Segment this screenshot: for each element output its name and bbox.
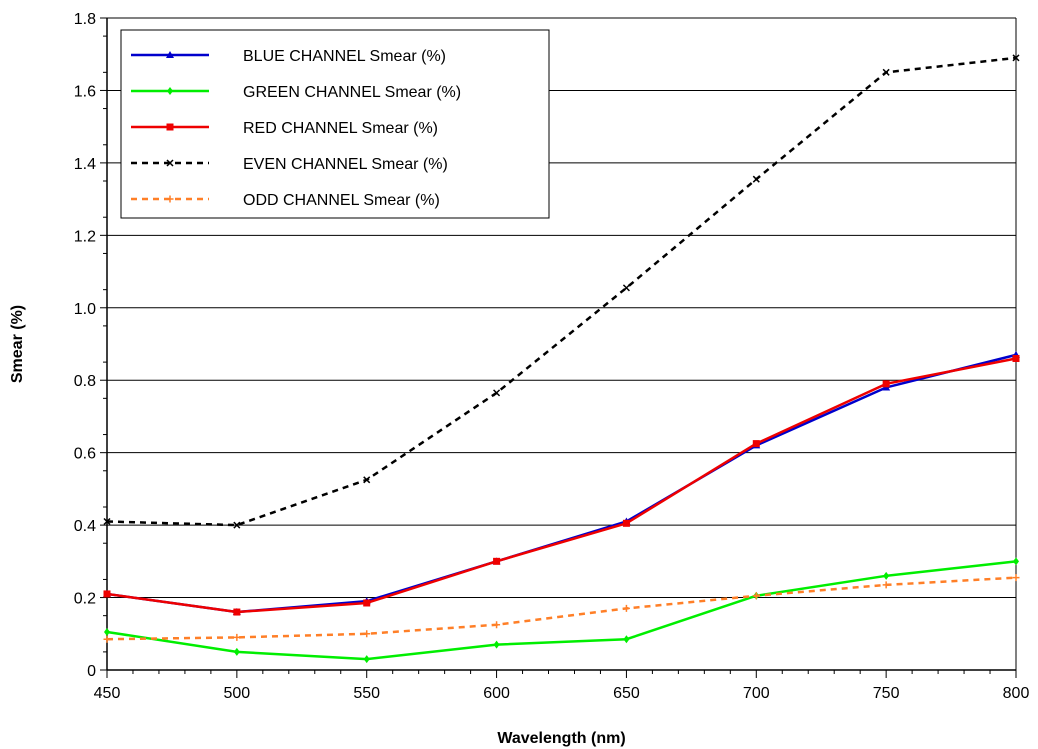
x-tick-label: 550: [353, 685, 380, 702]
y-tick-label: 0.6: [74, 446, 96, 463]
data-point: [882, 380, 890, 388]
x-axis-title: Wavelength (nm): [497, 730, 625, 747]
data-point: [233, 633, 241, 641]
x-tick-label: 700: [743, 685, 770, 702]
legend-marker: [166, 123, 174, 131]
data-point: [493, 557, 501, 565]
data-point: [752, 440, 760, 448]
y-tick-label: 1.6: [74, 83, 96, 100]
legend-label: ODD CHANNEL Smear (%): [243, 192, 440, 209]
legend-marker: [166, 195, 174, 203]
legend-box: [120, 29, 550, 219]
data-point: [233, 647, 240, 656]
series-line: [106, 357, 1017, 614]
legend-label: RED CHANNEL Smear (%): [243, 120, 438, 137]
data-point: [623, 635, 630, 644]
data-point: [103, 590, 111, 598]
legend-marker: [166, 159, 174, 167]
data-point: [622, 284, 630, 292]
series-2: [104, 557, 1019, 664]
x-tick-label: 450: [94, 685, 121, 702]
data-point: [233, 521, 241, 529]
y-axis-title: Smear (%): [9, 305, 26, 383]
data-point: [493, 389, 501, 397]
legend-marker: [167, 87, 173, 95]
legend-marker: [166, 51, 174, 58]
data-point: [622, 604, 630, 612]
series-line: [106, 576, 1017, 641]
y-tick-label: 1.0: [74, 301, 96, 318]
data-point: [1013, 557, 1019, 566]
x-tick-label: 600: [483, 685, 510, 702]
series-line: [106, 353, 1017, 614]
x-tick-label: 750: [873, 685, 900, 702]
legend-label: GREEN CHANNEL Smear (%): [243, 84, 461, 101]
series-layer: [103, 54, 1020, 664]
y-tick-label: 0.4: [74, 518, 96, 535]
data-point: [883, 571, 890, 580]
series-line: [106, 560, 1017, 661]
y-tick-label: 1.8: [74, 11, 96, 28]
data-point: [752, 175, 760, 183]
data-point: [104, 627, 110, 636]
data-point: [493, 640, 500, 649]
series-5: [103, 574, 1020, 643]
data-point: [622, 519, 630, 527]
data-point: [882, 68, 890, 76]
series-4: [103, 54, 1020, 529]
data-point: [363, 476, 371, 484]
x-tick-label: 650: [613, 685, 640, 702]
y-tick-label: 0: [87, 663, 96, 680]
legend-label: EVEN CHANNEL Smear (%): [243, 156, 448, 173]
data-point: [363, 630, 371, 638]
data-point: [1012, 354, 1020, 362]
y-tick-label: 1.2: [74, 228, 96, 245]
y-tick-label: 1.4: [74, 156, 96, 173]
data-point: [103, 517, 111, 526]
data-point: [1012, 574, 1020, 582]
legend-label: BLUE CHANNEL Smear (%): [243, 48, 446, 65]
series-line: [106, 56, 1017, 527]
x-tick-label: 500: [224, 685, 251, 702]
data-point: [233, 608, 241, 616]
data-point: [363, 599, 371, 607]
x-tick-label: 800: [1003, 685, 1030, 702]
y-tick-label: 0.2: [74, 591, 96, 608]
data-point: [363, 655, 370, 664]
data-point: [752, 592, 760, 600]
legend: BLUE CHANNEL Smear (%) GREEN CHANNEL Smea…: [120, 29, 550, 219]
data-point: [882, 581, 890, 589]
data-point: [103, 635, 111, 643]
y-tick-label: 0.8: [74, 373, 96, 390]
data-point: [493, 621, 501, 629]
series-3: [103, 354, 1020, 616]
data-point: [1012, 54, 1020, 62]
